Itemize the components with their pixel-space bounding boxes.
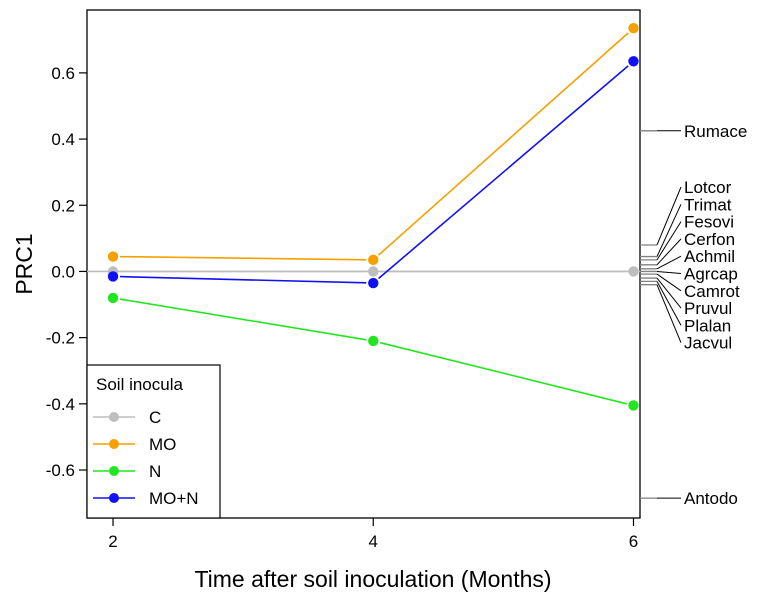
legend-marker-mo — [109, 439, 119, 449]
species-connector-agrcap — [656, 270, 682, 274]
x-tick-label: 4 — [369, 532, 378, 551]
species-label-agrcap: Agrcap — [684, 265, 738, 284]
species-connector-camrot — [656, 273, 682, 292]
x-axis: 2 4 6 — [108, 518, 638, 551]
species-label-jacvul: Jacvul — [684, 334, 732, 353]
series-mo-n-point — [107, 271, 119, 282]
species-connector-pruvul — [656, 277, 682, 309]
species-label-rumace: Rumace — [684, 122, 747, 141]
series-n-point — [628, 400, 639, 411]
series-mo-point — [628, 23, 639, 34]
plot-frame — [86, 9, 641, 519]
species-connector-achmil — [656, 255, 682, 270]
species-label-trimat: Trimat — [684, 195, 732, 214]
x-tick-label: 2 — [108, 532, 117, 551]
series-n-point — [107, 292, 119, 304]
y-tick-label: -0.6 — [46, 461, 75, 480]
species-label-cerfon: Cerfon — [684, 230, 735, 249]
legend-marker-c — [109, 412, 119, 422]
legend-items: C MO N MO+N — [93, 408, 199, 508]
legend-marker-n — [109, 466, 119, 476]
x-axis-title: Time after soil inoculation (Months) — [194, 566, 551, 592]
species-label-lotcor: Lotcor — [684, 178, 732, 197]
series-mo-segment — [120, 255, 367, 261]
y-tick-label: -0.2 — [46, 329, 75, 348]
y-tick-label: 0.6 — [51, 64, 75, 83]
series-mo-segment — [377, 32, 629, 256]
y-axis-title: PRC1 — [11, 233, 37, 294]
series-mo-point — [368, 254, 379, 266]
species-label-camrot: Camrot — [684, 282, 740, 301]
y-tick-label: 0.4 — [51, 130, 75, 149]
legend-label-mo-n: MO+N — [149, 489, 199, 508]
series-c-point — [628, 266, 639, 277]
species-connector-lotcor — [656, 186, 682, 246]
x-tick-label: 6 — [629, 532, 638, 551]
species-connector-plalan — [656, 281, 682, 326]
species-scores: Rumace LotcorTrimatFesoviCerfonAchmilAgrc… — [640, 122, 747, 508]
legend-label-c: C — [149, 408, 161, 427]
series-n-segment — [379, 341, 627, 405]
series-mo-point — [107, 251, 119, 262]
series-mo-n-point — [628, 56, 639, 67]
series-mo-n-segment — [120, 275, 367, 284]
species-connector-trimat — [656, 204, 682, 257]
species-label-plalan: Plalan — [684, 316, 731, 335]
species-connector-fesovi — [656, 221, 682, 261]
legend: Soil inocula C MO N MO+N — [86, 364, 221, 519]
species-label-achmil: Achmil — [684, 247, 735, 266]
legend-title: Soil inocula — [96, 375, 183, 394]
legend-label-n: N — [149, 462, 161, 481]
species-connector-jacvul — [656, 284, 682, 343]
series-mo-n-segment — [378, 65, 629, 280]
species-label-antodo: Antodo — [684, 489, 738, 508]
y-tick-label: 0.0 — [51, 262, 75, 281]
series-n-point — [368, 335, 379, 347]
species-label-pruvul: Pruvul — [684, 299, 732, 318]
legend-box — [86, 364, 221, 519]
series-mo-n-point — [368, 277, 379, 289]
y-axis: -0.6 -0.4 -0.2 0.0 0.2 0.4 0.6 — [46, 64, 87, 480]
y-tick-label: 0.2 — [51, 196, 75, 215]
legend-label-mo: MO — [149, 435, 176, 454]
legend-marker-mo-n — [109, 493, 119, 503]
species-label-fesovi: Fesovi — [684, 213, 734, 232]
y-tick-label: -0.4 — [46, 395, 75, 414]
series-c-point — [368, 266, 379, 277]
series-layer — [107, 23, 639, 411]
series-n-segment — [119, 298, 367, 341]
species-connector-cerfon — [656, 238, 682, 266]
